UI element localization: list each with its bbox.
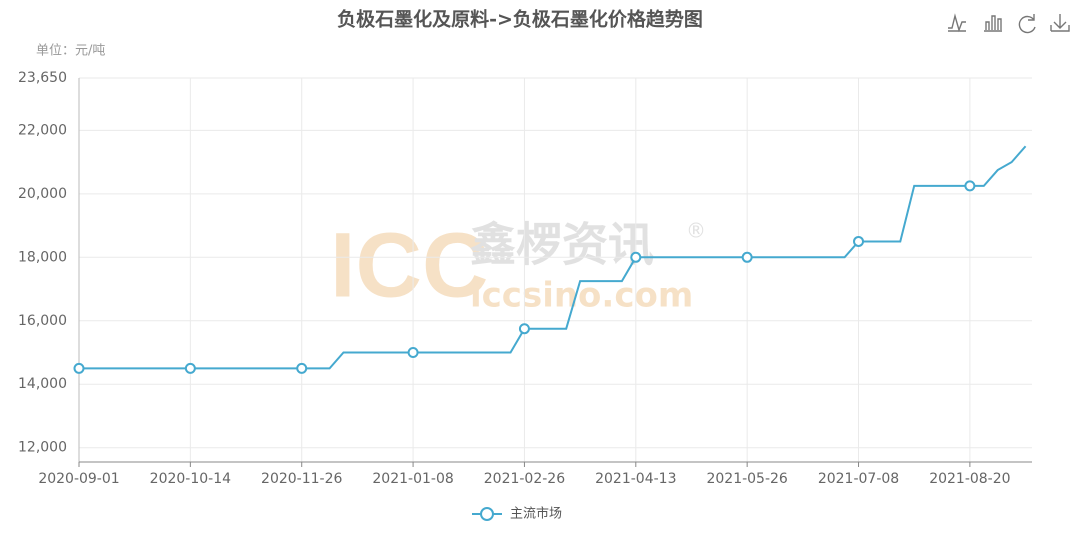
watermark-logo: ICC xyxy=(330,214,488,316)
x-tick-label: 2020-10-14 xyxy=(150,471,231,487)
x-tick-label: 2021-01-08 xyxy=(372,471,453,487)
x-tick-label: 2021-08-20 xyxy=(929,471,1010,487)
y-tick-label: 16,000 xyxy=(18,313,67,329)
point xyxy=(518,323,530,335)
y-unit: 单位：元/吨 xyxy=(36,44,105,59)
point xyxy=(630,251,642,263)
legend-label: 主流市场 xyxy=(510,506,562,522)
bar-view-button[interactable] xyxy=(984,15,1002,32)
chart-title: 负极石墨化及原料->负极石墨化价格趋势图 xyxy=(337,8,703,31)
y-tick-label: 12,000 xyxy=(18,440,67,456)
y-tick-label: 20,000 xyxy=(18,186,67,202)
point xyxy=(407,347,419,359)
line-view-button[interactable] xyxy=(948,13,966,33)
watermark: ICC 鑫椤资讯 ® iccsino.com xyxy=(330,214,706,316)
y-tick-label: 14,000 xyxy=(18,376,67,392)
point xyxy=(741,251,753,263)
legend-marker xyxy=(480,507,494,521)
x-tick-label: 2021-07-08 xyxy=(818,471,899,487)
series-line xyxy=(79,145,1027,370)
watermark-mark: ® xyxy=(686,219,706,243)
x-tick-label: 2021-02-26 xyxy=(484,471,565,487)
point xyxy=(296,362,308,374)
y-tick-label: 22,000 xyxy=(18,122,67,138)
x-tick-label: 2021-05-26 xyxy=(706,471,787,487)
point xyxy=(964,180,976,192)
x-tick-label: 2020-11-26 xyxy=(261,471,342,487)
toolbox xyxy=(948,13,1070,34)
save-button[interactable] xyxy=(1050,14,1070,32)
point xyxy=(184,362,196,374)
point xyxy=(853,235,865,247)
watermark-name: 鑫椤资讯 xyxy=(470,218,654,272)
x-tick-label: 2021-04-13 xyxy=(595,471,676,487)
watermark-site: iccsino.com xyxy=(470,276,693,316)
point xyxy=(73,362,85,374)
restore-button[interactable] xyxy=(1018,14,1036,34)
x-tick-label: 2020-09-01 xyxy=(38,471,119,487)
y-tick-label: 23,650 xyxy=(18,70,67,86)
y-tick-label: 18,000 xyxy=(18,249,67,265)
